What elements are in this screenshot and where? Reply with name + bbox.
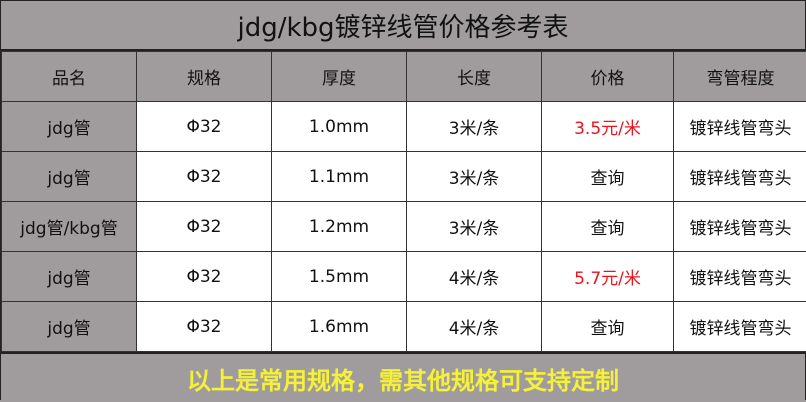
header-cell: 价格 [542, 52, 674, 102]
cell-name: jdg管 [2, 252, 137, 302]
header-cell: 厚度 [272, 52, 407, 102]
header-row: 品名 规格 厚度 长度 价格 弯管程度 [2, 52, 806, 102]
cell-bend: 镀锌线管弯头 [674, 202, 806, 252]
cell-spec: Φ32 [137, 202, 272, 252]
cell-bend: 镀锌线管弯头 [674, 252, 806, 302]
footer-note: 以上是常用规格，需其他规格可支持定制 [1, 352, 805, 402]
cell-price: 查询 [542, 202, 674, 252]
header-cell: 弯管程度 [674, 52, 806, 102]
header-cell: 规格 [137, 52, 272, 102]
cell-price: 查询 [542, 152, 674, 202]
cell-price: 5.7元/米 [542, 252, 674, 302]
cell-bend: 镀锌线管弯头 [674, 302, 806, 352]
cell-name: jdg管 [2, 302, 137, 352]
cell-spec: Φ32 [137, 252, 272, 302]
header-cell: 品名 [2, 52, 137, 102]
cell-name: jdg管/kbg管 [2, 202, 137, 252]
cell-spec: Φ32 [137, 152, 272, 202]
cell-length: 3米/条 [407, 152, 542, 202]
cell-name: jdg管 [2, 152, 137, 202]
cell-length: 4米/条 [407, 252, 542, 302]
table-title: jdg/kbg镀锌线管价格参考表 [1, 1, 805, 51]
cell-thickness: 1.1mm [272, 152, 407, 202]
cell-thickness: 1.2mm [272, 202, 407, 252]
cell-length: 3米/条 [407, 202, 542, 252]
cell-length: 4米/条 [407, 302, 542, 352]
cell-thickness: 1.6mm [272, 302, 407, 352]
cell-bend: 镀锌线管弯头 [674, 102, 806, 152]
cell-bend: 镀锌线管弯头 [674, 152, 806, 202]
cell-price: 3.5元/米 [542, 102, 674, 152]
cell-thickness: 1.5mm [272, 252, 407, 302]
cell-price: 查询 [542, 302, 674, 352]
cell-spec: Φ32 [137, 102, 272, 152]
cell-spec: Φ32 [137, 302, 272, 352]
cell-length: 3米/条 [407, 102, 542, 152]
cell-name: jdg管 [2, 102, 137, 152]
header-cell: 长度 [407, 52, 542, 102]
cell-thickness: 1.0mm [272, 102, 407, 152]
